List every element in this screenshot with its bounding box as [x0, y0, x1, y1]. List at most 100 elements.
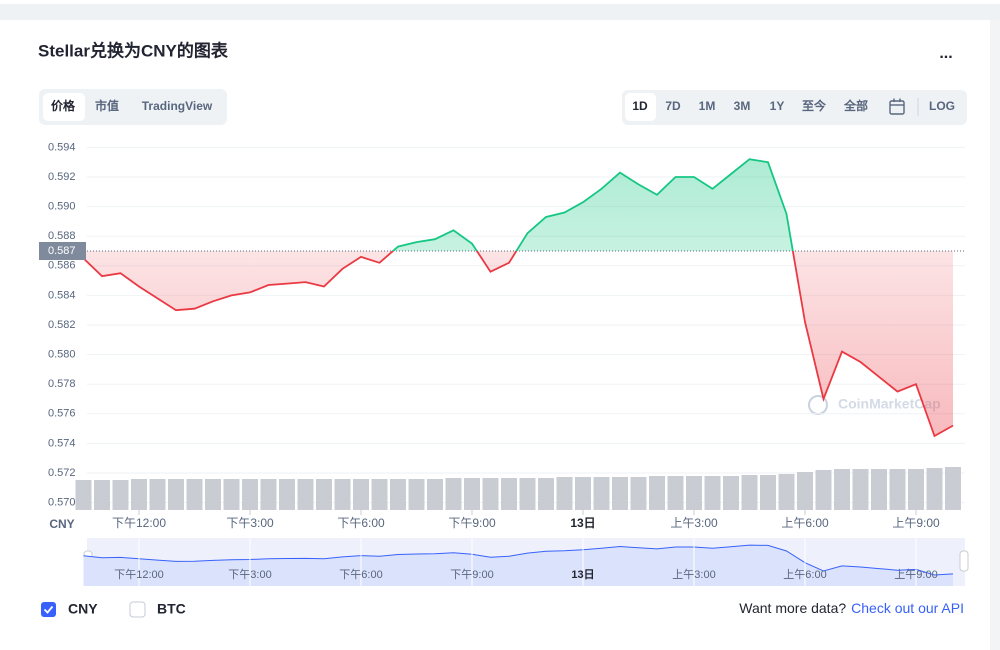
- price-line-up: [391, 158, 794, 251]
- volume-bar: [834, 469, 850, 510]
- volume-bar: [797, 472, 813, 510]
- volume-bar: [297, 479, 314, 510]
- footer: Want more data? Check out our API: [739, 600, 964, 616]
- price-line-down: [82, 251, 954, 438]
- y-tick-label: 0.578: [48, 378, 76, 390]
- api-link[interactable]: Check out our API: [851, 600, 964, 616]
- volume-bar: [149, 479, 166, 510]
- volume-bar: [316, 479, 332, 510]
- volume-bar: [464, 478, 480, 510]
- volume-bar: [353, 479, 369, 510]
- range-button[interactable]: 7D: [665, 99, 681, 113]
- side-strip: [990, 20, 1000, 650]
- tab[interactable]: TradingView: [142, 99, 213, 113]
- volume-bar: [575, 477, 591, 510]
- range-group: [622, 90, 967, 125]
- volume-bar: [908, 469, 924, 510]
- range-button[interactable]: 3M: [734, 99, 751, 113]
- area-up: [83, 159, 953, 251]
- volume-bar: [556, 477, 573, 510]
- y-tick-label: 0.576: [48, 408, 76, 420]
- volume-bar: [223, 479, 240, 510]
- volume-bar: [112, 480, 129, 510]
- nav-tick-label: 下午9:00: [450, 568, 493, 581]
- y-tick-label: 0.584: [48, 289, 76, 301]
- volume-bar: [815, 470, 832, 510]
- range-button[interactable]: 1Y: [770, 99, 785, 113]
- volume-bar: [371, 479, 388, 510]
- volume-bar: [871, 469, 887, 510]
- volume-bar: [168, 479, 184, 510]
- volume-bar: [242, 479, 258, 510]
- tab[interactable]: 价格: [51, 98, 76, 113]
- check: [43, 605, 54, 614]
- nav-tick-label: 下午12:00: [114, 568, 164, 581]
- nav-tick-label: 上午6:00: [783, 568, 826, 581]
- reference-badge: [39, 242, 86, 260]
- volume-bar: [630, 477, 647, 510]
- y-tick-label: 0.582: [48, 319, 76, 331]
- volume-bar: [205, 479, 221, 510]
- nav-tick-label: 上午3:00: [672, 568, 715, 581]
- top-bar: [0, 4, 1000, 20]
- x-tick-label: 下午6:00: [337, 516, 385, 530]
- volume-bar: [519, 478, 536, 510]
- navigator-line: [83, 544, 954, 576]
- nav-tick-label: 上午9:00: [894, 568, 937, 581]
- checkbox[interactable]: [129, 601, 146, 618]
- volume-bar: [75, 480, 92, 510]
- volume-bar: [612, 477, 628, 510]
- volume-bar: [538, 478, 554, 510]
- range-button[interactable]: LOG: [929, 99, 955, 113]
- menu[interactable]: ...: [939, 45, 952, 62]
- volume-bar: [778, 474, 795, 510]
- volume-bar: [686, 476, 702, 510]
- volume-bar: [408, 479, 425, 510]
- x-tick-label: 上午9:00: [892, 516, 940, 530]
- volume-bar: [741, 475, 758, 510]
- y-tick-label: 0.588: [48, 230, 76, 242]
- x-tick-label: 上午6:00: [781, 516, 829, 530]
- volume-bar: [593, 477, 610, 510]
- reference-label: 0.587: [48, 245, 76, 257]
- range-button[interactable]: 至今: [802, 98, 827, 113]
- y-tick-label: 0.594: [48, 141, 76, 153]
- volume-bar: [260, 479, 277, 510]
- volume-bar: [852, 469, 869, 510]
- range-selected: [625, 93, 656, 121]
- volume-bar: [445, 478, 462, 510]
- nav-handle[interactable]: [959, 550, 969, 572]
- volume-bar: [131, 479, 147, 510]
- y-tick-label: 0.592: [48, 171, 76, 183]
- volume-bar: [334, 479, 351, 510]
- calendar-icon[interactable]: [889, 98, 905, 115]
- checkbox-checked[interactable]: [41, 602, 56, 617]
- volume-bar: [723, 476, 739, 510]
- x-tick-label: 13日: [570, 516, 595, 530]
- y-tick-label: 0.580: [48, 349, 76, 361]
- volume-bar: [279, 479, 295, 510]
- navigator-area: [83, 545, 953, 586]
- legend-label: CNY: [68, 601, 98, 617]
- y-tick-label: 0.570: [48, 497, 76, 509]
- volume-bar: [94, 480, 110, 510]
- footer-text: Want more data?: [739, 600, 846, 616]
- range-button[interactable]: 1D: [632, 99, 648, 113]
- y-tick-label: 0.590: [48, 201, 76, 213]
- tab[interactable]: 市值: [95, 98, 119, 113]
- volume-bar: [390, 479, 406, 510]
- x-tick-label: 下午9:00: [448, 516, 496, 530]
- nav-tick-label: 下午3:00: [228, 568, 271, 581]
- volume-bar: [945, 467, 961, 510]
- volume-bar: [926, 468, 943, 510]
- title: Stellar兑换为CNY的图表: [38, 40, 229, 60]
- nav-tick-label: 13日: [571, 568, 594, 581]
- nav-tick-label: 下午6:00: [339, 568, 382, 581]
- volume-bar: [704, 476, 721, 510]
- range-button[interactable]: 1M: [699, 99, 716, 113]
- volume-bar: [889, 469, 906, 510]
- y-tick-label: 0.574: [48, 437, 76, 449]
- range-button[interactable]: 全部: [843, 98, 868, 113]
